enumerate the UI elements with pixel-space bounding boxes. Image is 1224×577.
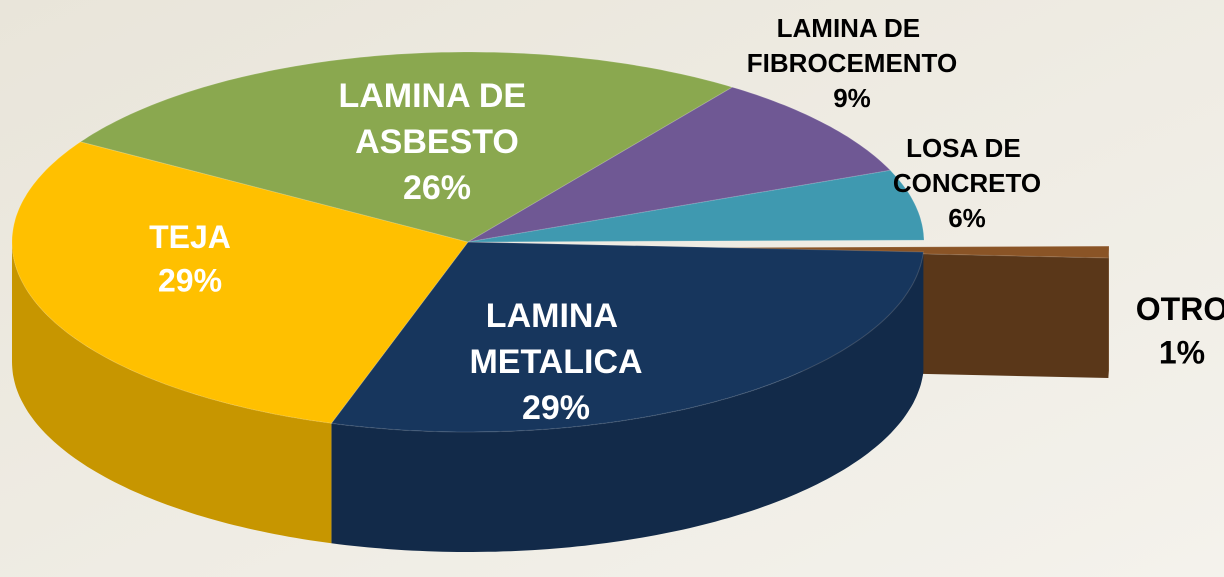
value-label: 26% (403, 169, 471, 207)
value-label: 29% (158, 263, 222, 299)
value-label: 29% (522, 389, 590, 427)
slice-side (331, 252, 924, 552)
slice (79, 51, 734, 243)
slice-label: OTRO (1136, 291, 1224, 327)
slice-label: LAMINA DE FIBROCEMENTO (747, 13, 957, 78)
slice-label: TEJA (149, 219, 231, 255)
value-label: 9% (833, 83, 871, 113)
slice-label: LAMINA METALICA (469, 297, 642, 381)
slice-label: LAMINA DE ASBESTO (338, 77, 535, 161)
value-label: 1% (1159, 335, 1205, 371)
slice (11, 141, 469, 424)
slice-side (12, 242, 332, 544)
slice-label: LOSA DE CONCRETO (893, 133, 1041, 198)
slice (330, 241, 924, 433)
slice-side (1108, 248, 1109, 378)
value-label: 6% (948, 203, 986, 233)
slice (467, 86, 892, 243)
slice (467, 169, 925, 243)
